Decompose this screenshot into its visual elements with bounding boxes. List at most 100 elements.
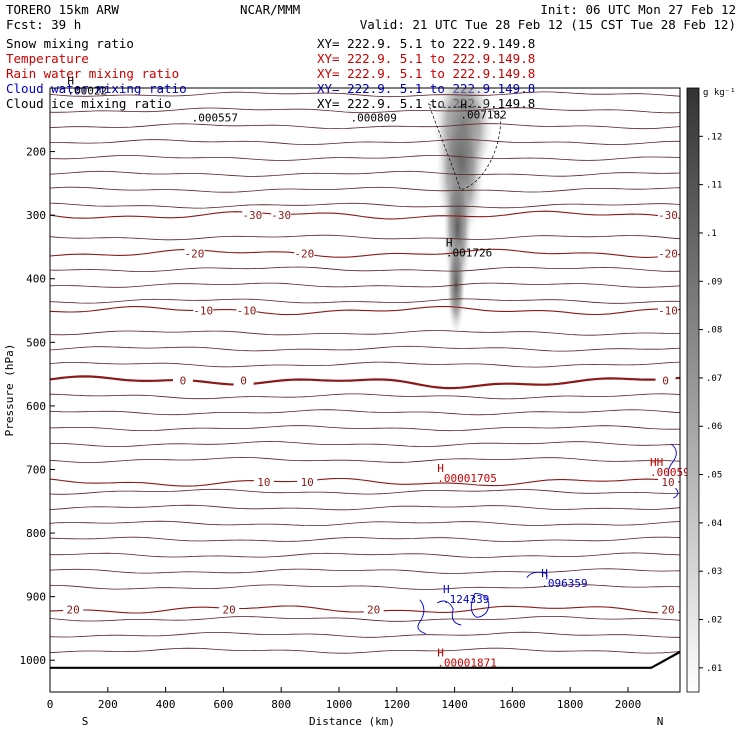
- contour-line-11: [50, 298, 680, 304]
- isotherm-label-18: 20: [661, 603, 674, 616]
- contour-line-15: [50, 393, 680, 400]
- max-marker-9: H: [541, 567, 548, 580]
- isotherm-0: [50, 210, 680, 220]
- isotherm-label-bg-11: [655, 374, 676, 387]
- isotherm-label-3: -20: [185, 247, 205, 260]
- forecast-hour: Fcst: 39 h: [6, 17, 81, 32]
- isotherm-label-8: -10: [658, 305, 678, 318]
- x-tick-label-1: 200: [98, 698, 118, 711]
- isotherm-label-2: -30: [658, 209, 678, 222]
- field-name-0: Snow mixing ratio: [6, 36, 134, 51]
- isotherm-2: [50, 305, 680, 316]
- contour-line-3: [50, 139, 680, 146]
- isotherm-label-bg-13: [297, 476, 318, 489]
- isotherm-label-14: 10: [661, 476, 674, 489]
- field-xy-1: XY= 222.9. 5.1 to 222.9.149.8: [317, 51, 535, 66]
- isotherm-label-bg-5: [658, 247, 678, 260]
- field-name-1: Temperature: [6, 51, 89, 66]
- colorbar: [686, 87, 700, 693]
- y-tick-label-1: 300: [26, 209, 46, 222]
- max-value-1: .001726: [446, 246, 492, 259]
- isotherm-label-bg-3: [184, 247, 205, 260]
- x-axis: 0 200 400 600 800 1000 1200 1400 1600 1800 2000: [47, 687, 642, 711]
- max-marker-7: HH: [650, 456, 663, 469]
- max-value-2: .000557: [192, 112, 238, 125]
- y-axis-label: Pressure (hPa): [3, 344, 16, 437]
- y-tick-label-8: 1000: [20, 654, 47, 667]
- south-label: S: [82, 715, 89, 728]
- cloud-water-contour-3: [526, 571, 548, 580]
- org-label: NCAR/MMM: [240, 2, 300, 17]
- y-axis: 200 300 400 500 600 700 800 900 1000: [20, 146, 55, 667]
- x-tick-label-3: 600: [213, 698, 233, 711]
- isotherm-label-5: -20: [658, 247, 678, 260]
- x-tick-label-9: 1800: [557, 698, 584, 711]
- colorbar-tick-label-1: .02: [706, 616, 722, 626]
- contour-line-17: [50, 425, 680, 432]
- x-tick-label-7: 1400: [441, 698, 468, 711]
- contour-line-28: [50, 631, 680, 638]
- cloud-water-contours: [417, 443, 679, 635]
- isotherm-label-bg-12: [253, 476, 274, 489]
- colorbar-tick-label-10: .11: [706, 181, 722, 191]
- contour-line-4: [50, 155, 680, 161]
- isotherm-label-15: 20: [66, 603, 79, 616]
- max-value-3: .000809: [351, 112, 397, 125]
- max-value-6: .00001871: [437, 657, 497, 670]
- init-time: Init: 06 UTC Mon 27 Feb 12: [540, 2, 736, 17]
- north-label: N: [657, 715, 664, 728]
- colorbar-tick-label-11: .12: [706, 132, 722, 142]
- isotherm-label-bg-8: [658, 304, 678, 317]
- contour-line-23: [50, 536, 680, 542]
- valid-time: Valid: 21 UTC Tue 28 Feb 12 (15 CST Tue …: [360, 17, 736, 32]
- isotherm-label-12: 10: [257, 476, 270, 489]
- isotherm-label-10: 0: [240, 374, 247, 387]
- model-title: TORERO 15km ARW: [6, 2, 119, 17]
- max-marker-5: H: [437, 462, 444, 475]
- contour-line-22: [50, 520, 680, 526]
- contour-line-24: [50, 552, 680, 558]
- contour-line-0: [50, 91, 680, 98]
- isotherm-label-11: 0: [662, 374, 669, 387]
- cloud-water-contour-1: [437, 600, 462, 626]
- contour-line-27: [50, 616, 680, 622]
- y-tick-label-4: 600: [26, 400, 46, 413]
- x-tick-label-10: 2000: [615, 698, 642, 711]
- isobaric-contours: [50, 91, 680, 654]
- max-annotations: H.007182H.001726.000557.000809H.00022H.0…: [67, 74, 689, 669]
- isotherm-label-bg-10: [233, 374, 254, 387]
- contour-line-6: [50, 186, 680, 193]
- y-tick-label-5: 700: [26, 463, 46, 476]
- max-marker-0: H: [460, 99, 467, 112]
- contour-line-21: [50, 504, 680, 511]
- cloud-water-contour-2: [470, 593, 490, 618]
- contour-line-10: [50, 282, 680, 288]
- max-value-5: .00001705: [437, 472, 497, 485]
- cloud-water-contour-4: [667, 443, 679, 499]
- contour-line-18: [50, 441, 680, 447]
- field-xy-0: XY= 222.9. 5.1 to 222.9.149.8: [317, 36, 535, 51]
- isotherm-label-9: 0: [180, 374, 187, 387]
- isotherm-3: [50, 375, 680, 390]
- isotherm-label-bg-0: [242, 209, 263, 222]
- x-tick-label-5: 1000: [326, 698, 353, 711]
- y-tick-label-2: 400: [26, 273, 46, 286]
- isotherm-4: [50, 477, 680, 487]
- colorbar-tick-label-2: .03: [706, 567, 722, 577]
- colorbar-tick-label-8: .09: [706, 277, 722, 287]
- colorbar-tick-label-3: .04: [706, 519, 722, 529]
- contour-line-13: [50, 345, 680, 352]
- max-value-4: .00022: [67, 84, 107, 97]
- max-marker-8: H: [443, 583, 450, 596]
- y-tick-label-0: 200: [26, 146, 46, 159]
- isotherm-label-bg-7: [236, 304, 257, 317]
- isotherm-label-bg-18: [658, 603, 678, 616]
- max-value-8: .124339: [443, 593, 489, 606]
- isotherm-1: [50, 248, 680, 258]
- contour-line-25: [50, 568, 680, 574]
- contour-line-29: [50, 647, 680, 654]
- isotherm-label-bg-16: [219, 603, 240, 616]
- contour-line-5: [50, 170, 680, 177]
- isotherm-label-1: -30: [271, 209, 291, 222]
